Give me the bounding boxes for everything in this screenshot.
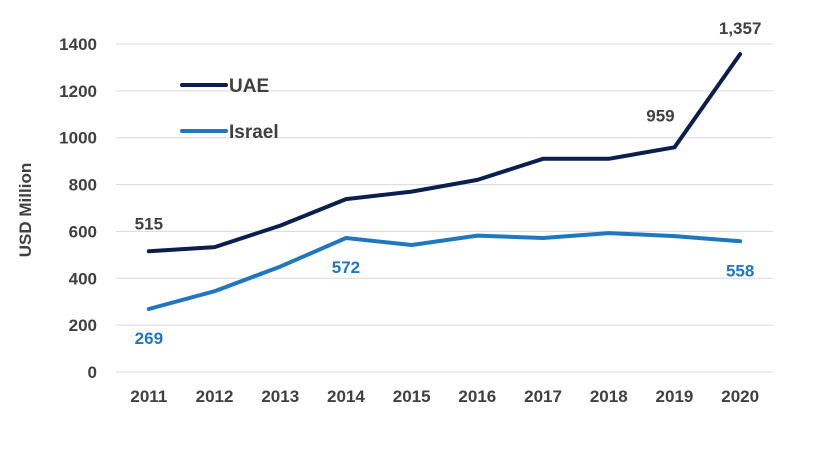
- legend-label-israel: Israel: [229, 122, 279, 143]
- x-tick-label: 2011: [130, 387, 167, 406]
- y-tick-label: 1200: [59, 82, 97, 101]
- x-tick-label: 2019: [656, 387, 694, 406]
- series-line-uae: [146, 52, 743, 254]
- gridlines: [116, 43, 773, 373]
- x-tick-label: 2014: [327, 387, 365, 406]
- data-label: 515: [135, 214, 163, 233]
- x-tick-label: 2012: [196, 387, 234, 406]
- y-axis-label: USD Million: [16, 163, 35, 257]
- x-axis-ticks: 2011 2012 2013 2014 2015 2016 2017 2018 2019 2020: [130, 387, 759, 406]
- x-tick-label: 2020: [721, 387, 759, 406]
- y-axis-ticks: 0 200 400 600 800 1000 1200 1400: [59, 35, 97, 382]
- y-tick-label: 0: [88, 363, 97, 382]
- data-label: 572: [332, 258, 360, 277]
- data-labels: 515 959 1,357 269 572 558: [135, 19, 762, 348]
- x-tick-label: 2016: [458, 387, 496, 406]
- data-label: 558: [726, 261, 754, 280]
- series-lines: [146, 52, 743, 311]
- y-tick-label: 800: [69, 176, 97, 195]
- y-tick-label: 200: [69, 316, 97, 335]
- x-tick-label: 2013: [261, 387, 299, 406]
- y-tick-label: 400: [69, 269, 97, 288]
- x-tick-label: 2015: [393, 387, 431, 406]
- data-label: 959: [646, 106, 674, 125]
- legend-label-uae: UAE: [229, 76, 269, 97]
- y-tick-label: 600: [69, 222, 97, 241]
- data-label: 1,357: [719, 19, 762, 38]
- series-line-israel: [146, 231, 743, 311]
- x-tick-label: 2017: [524, 387, 562, 406]
- x-tick-label: 2018: [590, 387, 628, 406]
- legend: UAE Israel: [180, 76, 279, 143]
- data-label: 269: [135, 329, 163, 348]
- y-tick-label: 1000: [59, 129, 97, 148]
- y-tick-label: 1400: [59, 35, 97, 54]
